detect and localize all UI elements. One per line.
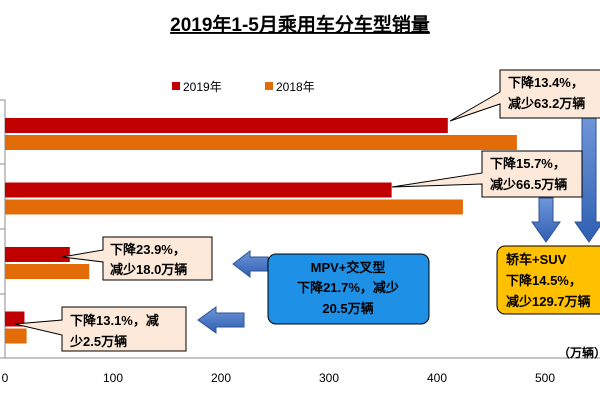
callout-cross-shape [14,306,187,352]
summary-mpv-cross-line3: 20.5万辆 [322,301,373,316]
bar-轿车-2018年 [5,135,517,150]
arrow-down-suv [531,197,561,243]
callout-suv: 下降15.7%， 减少66.5万辆 [391,150,583,198]
bar-SUV-2019年 [5,182,392,198]
x-tick-label: 300 [319,371,339,385]
callout-sedan-line2: 减少63.2万辆 [508,96,585,111]
legend-swatch-2019 [172,82,180,90]
callout-suv-shape [391,150,583,198]
y-axis-category-ticks [0,99,5,359]
x-tick-label: 100 [103,371,123,385]
callout-cross-line1: 下降13.1%，减 [70,313,159,328]
callout-mpv: 下降23.9%， 减少18.0万辆 [61,236,213,281]
arrow-left-cross [197,306,245,334]
summary-mpv-cross-line2: 下降21.7%，减少 [297,280,399,295]
callout-sedan-line1: 下降13.4%， [508,75,584,90]
summary-mpv-cross-box [267,253,430,325]
unit-label: （万辆） [558,345,600,360]
bar-交叉型-2019年 [5,311,25,327]
callout-mpv-line2: 减少18.0万辆 [110,262,187,277]
callout-suv-line2: 减少66.5万辆 [490,177,567,192]
callout-mpv-line1: 下降23.9%， [110,242,186,257]
summary-sedan-suv-line3: 减少129.7万辆 [506,294,591,309]
bar-MPV-2018年 [5,264,90,279]
summary-sedan-suv-box [496,245,600,315]
legend-label-2019: 2019年 [183,80,222,94]
bars-group [5,118,517,344]
arrows-group [197,117,600,334]
callout-mpv-shape [61,236,213,281]
bar-SUV-2018年 [5,199,463,215]
callout-cross: 下降13.1%，减 少2.5万辆 [14,306,187,352]
bar-交叉型-2018年 [5,328,27,344]
x-tick-label: 200 [211,371,231,385]
callout-suv-line1: 下降15.7%， [490,156,566,171]
bar-MPV-2019年 [5,247,70,262]
arrow-down-sedan [574,117,600,243]
x-axis-tick-labels: 0 100 200 300 400 500 [2,371,556,385]
summary-sedan-suv-line1: 轿车+SUV [506,252,567,267]
legend-swatch-2018 [265,82,273,90]
legend: 2019年 2018年 [172,80,315,94]
summary-mpv-cross: MPV+交叉型 下降21.7%，减少 20.5万辆 [267,253,430,325]
summary-mpv-cross-line1: MPV+交叉型 [311,260,386,275]
summary-sedan-suv-line2: 下降14.5%， [506,273,582,288]
x-tick-label: 0 [2,371,9,385]
callout-cross-line2: 少2.5万辆 [69,334,127,349]
x-tick-label: 400 [427,371,447,385]
arrow-left-mpv [232,249,269,279]
callout-sedan: 下降13.4%， 减少63.2万辆 [449,69,600,122]
summary-sedan-suv: 轿车+SUV 下降14.5%， 减少129.7万辆 [496,245,600,315]
legend-label-2018: 2018年 [276,80,315,94]
bar-轿车-2019年 [5,118,448,133]
callout-sedan-shape [449,69,600,122]
x-tick-label: 500 [535,371,555,385]
chart-title: 2019年1-5月乘用车分车型销量 [170,13,430,36]
